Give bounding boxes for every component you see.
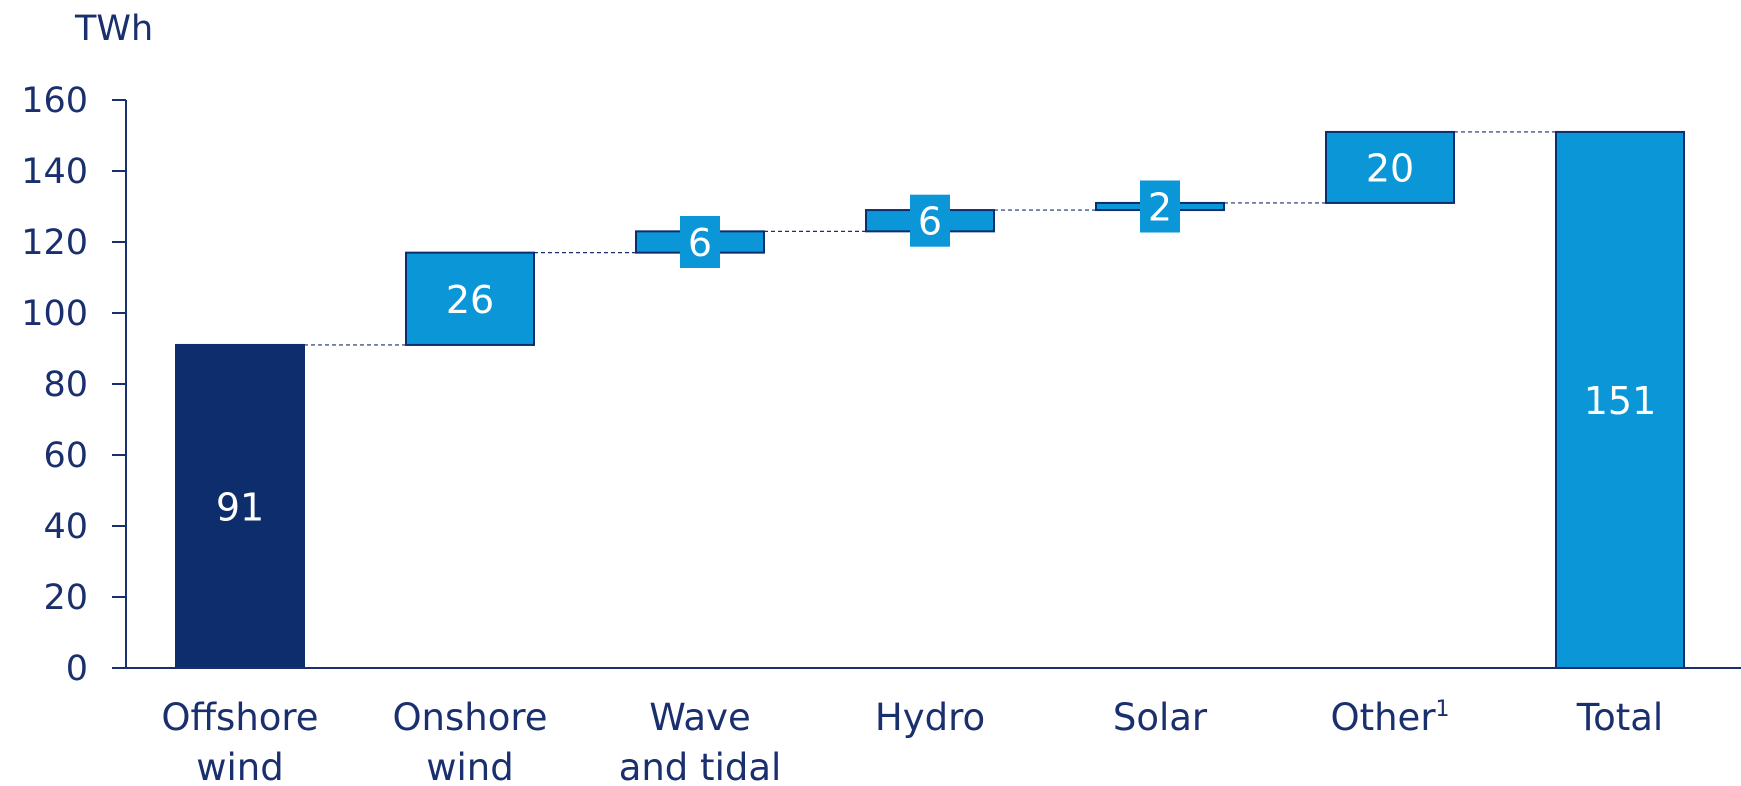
bars-layer: [175, 130, 1685, 669]
y-tick-label: 160: [21, 81, 88, 121]
category-label: wind: [196, 746, 283, 786]
category-label: and tidal: [619, 746, 782, 786]
bar-1: [405, 251, 535, 346]
bar-5: [1325, 130, 1455, 204]
category-label: Other1: [1330, 696, 1449, 739]
data-label: 151: [1584, 379, 1657, 423]
category-label: Wave: [649, 696, 751, 739]
category-labels-layer: Offshore wind Onshore wind Wave and tidal Hydr…: [161, 696, 1663, 786]
category-label: Offshore: [161, 696, 318, 739]
y-tick-label: 0: [66, 649, 88, 689]
data-label: 6: [918, 200, 942, 244]
y-tick-label: 140: [21, 152, 88, 192]
y-tick-label: 20: [43, 578, 88, 618]
axis-layer: 0 20 40 60 80 100 120 140 160: [21, 81, 1741, 689]
data-label: 2: [1148, 186, 1172, 230]
category-label: Solar: [1113, 696, 1208, 739]
category-label: Hydro: [875, 696, 985, 739]
category-label: Total: [1576, 696, 1663, 739]
category-label: wind: [426, 746, 513, 786]
data-label-box: [910, 194, 950, 247]
data-label-box: [1140, 180, 1180, 233]
y-tick-label: 40: [43, 507, 88, 547]
y-tick-label: 60: [43, 436, 88, 476]
y-tick-label: 80: [43, 365, 88, 405]
y-tick-label: 100: [21, 294, 88, 334]
footnote-marker: 1: [1436, 697, 1450, 722]
bar-6: [1555, 130, 1685, 669]
unit-label: TWh: [74, 9, 153, 49]
data-label: 91: [216, 485, 264, 529]
data-label: 6: [688, 221, 712, 265]
connector-layer: [304, 131, 1556, 346]
data-label: 26: [446, 278, 494, 322]
data-labels-layer: 91 26 6 6 2 20 151: [216, 146, 1656, 529]
category-label: Onshore: [392, 696, 547, 739]
y-tick-label: 120: [21, 223, 88, 263]
data-label: 20: [1366, 146, 1414, 190]
category-label-text: Other: [1330, 696, 1436, 739]
data-label-box: [680, 216, 720, 268]
